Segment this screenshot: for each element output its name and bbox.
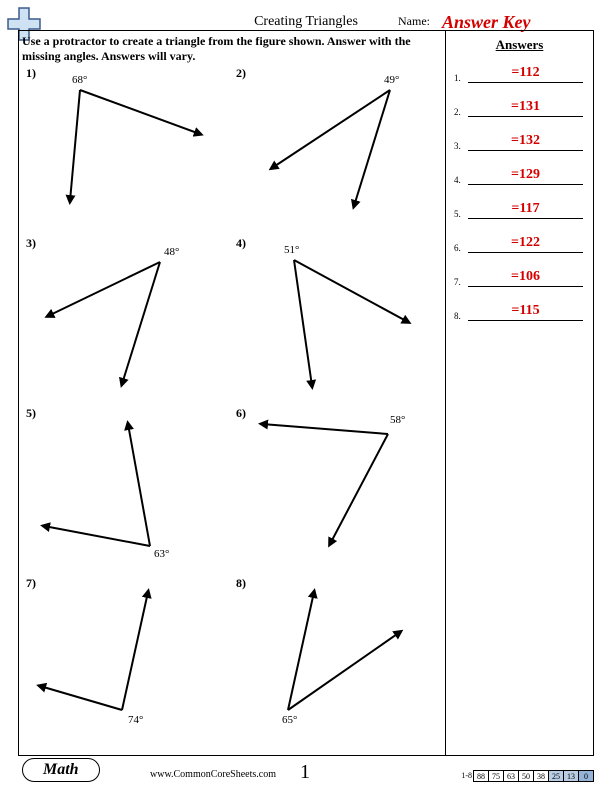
angle-figure — [22, 236, 232, 406]
angle-figure — [232, 236, 442, 406]
answer-number: 1. — [454, 73, 468, 83]
answer-row: 2.=131 — [454, 99, 583, 117]
problem-grid: 1)68°2)49°3)48°4)51°5)63°6)58°7)74°8)65° — [22, 66, 442, 746]
score-range: 1-8 — [461, 771, 472, 780]
answer-row: 3.=132 — [454, 133, 583, 151]
angle-figure — [22, 66, 232, 236]
score-box: 25 — [548, 770, 564, 782]
angle-label: 65° — [282, 714, 297, 726]
answers-list: 1.=1122.=1313.=1324.=1295.=1176.=1227.=1… — [446, 65, 593, 321]
score-box: 75 — [488, 770, 504, 782]
answer-number: 6. — [454, 243, 468, 253]
answer-number: 2. — [454, 107, 468, 117]
angle-figure — [232, 406, 442, 576]
answer-row: 8.=115 — [454, 303, 583, 321]
answer-row: 5.=117 — [454, 201, 583, 219]
answer-value: =106 — [468, 269, 583, 287]
problem-cell: 5)63° — [22, 406, 232, 576]
answer-value: =131 — [468, 99, 583, 117]
answer-row: 7.=106 — [454, 269, 583, 287]
angle-figure — [22, 576, 232, 746]
angle-figure — [232, 576, 442, 746]
answer-row: 1.=112 — [454, 65, 583, 83]
score-box: 63 — [503, 770, 519, 782]
angle-label: 51° — [284, 244, 299, 256]
angle-figure — [232, 66, 442, 236]
answer-value: =115 — [468, 303, 583, 321]
answer-number: 7. — [454, 277, 468, 287]
angle-label: 63° — [154, 548, 169, 560]
answer-row: 4.=129 — [454, 167, 583, 185]
subject-pill: Math — [22, 758, 100, 782]
answer-number: 8. — [454, 311, 468, 321]
problem-cell: 8)65° — [232, 576, 442, 746]
footer: Math www.CommonCoreSheets.com 1 1-8 8875… — [0, 758, 612, 784]
answer-number: 3. — [454, 141, 468, 151]
problem-cell: 2)49° — [232, 66, 442, 236]
score-box: 50 — [518, 770, 534, 782]
answers-title: Answers — [446, 37, 593, 53]
angle-label: 58° — [390, 414, 405, 426]
problem-cell: 3)48° — [22, 236, 232, 406]
page-number: 1 — [300, 761, 310, 784]
problem-cell: 6)58° — [232, 406, 442, 576]
answer-value: =117 — [468, 201, 583, 219]
problem-cell: 7)74° — [22, 576, 232, 746]
answer-number: 4. — [454, 175, 468, 185]
score-box: 88 — [473, 770, 489, 782]
answer-row: 6.=122 — [454, 235, 583, 253]
answer-value: =122 — [468, 235, 583, 253]
score-box: 13 — [563, 770, 579, 782]
score-box: 0 — [578, 770, 594, 782]
angle-label: 48° — [164, 246, 179, 258]
problem-cell: 1)68° — [22, 66, 232, 236]
angle-label: 49° — [384, 74, 399, 86]
problem-cell: 4)51° — [232, 236, 442, 406]
score-box: 38 — [533, 770, 549, 782]
worksheet-page: Creating Triangles Name: Answer Key Use … — [0, 0, 612, 792]
site-url: www.CommonCoreSheets.com — [150, 769, 276, 780]
answer-number: 5. — [454, 209, 468, 219]
name-label: Name: — [398, 14, 430, 29]
angle-figure — [22, 406, 232, 576]
answers-column: Answers 1.=112 2.=131 3.=132 4.=129 5.=117 6.… — [445, 31, 593, 755]
answer-value: =129 — [468, 167, 583, 185]
angle-label: 68° — [72, 74, 87, 86]
instructions: Use a protractor to create a triangle fr… — [22, 34, 432, 64]
angle-label: 74° — [128, 714, 143, 726]
score-boxes: 887563503825130 — [474, 770, 594, 782]
answer-value: =132 — [468, 133, 583, 151]
answer-value: =112 — [468, 65, 583, 83]
